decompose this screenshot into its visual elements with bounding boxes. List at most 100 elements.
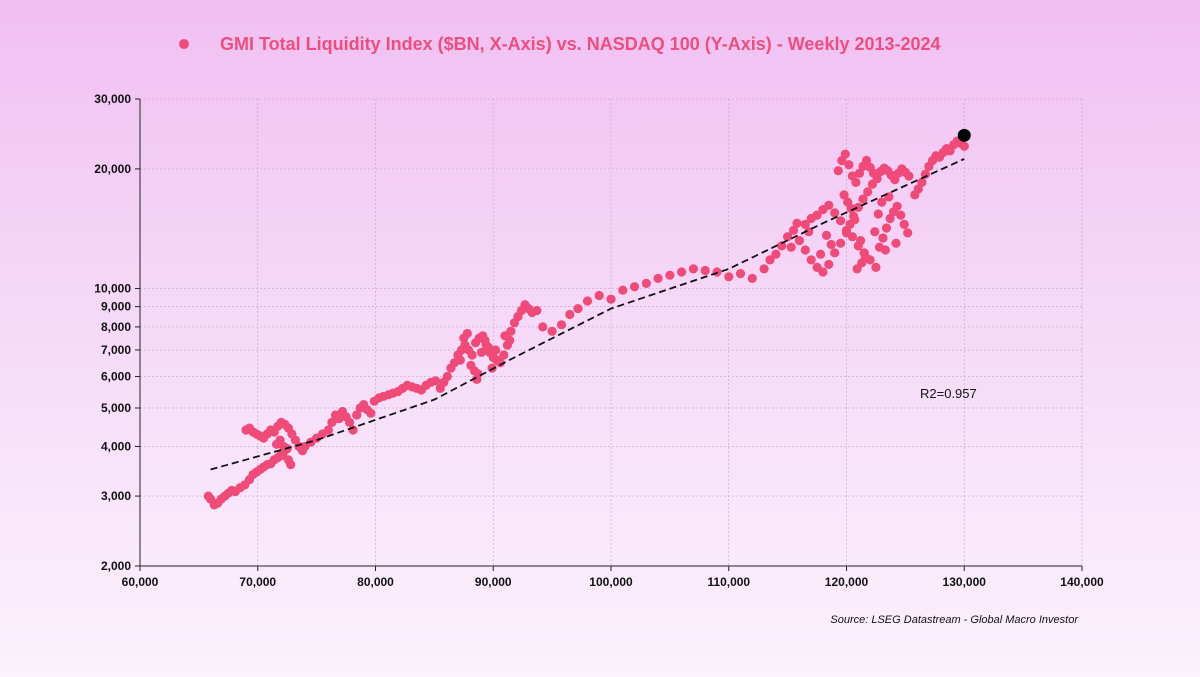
y-tick-label: 3,000 xyxy=(101,489,131,503)
data-point xyxy=(688,264,699,274)
data-point xyxy=(476,347,487,357)
trendline-group xyxy=(210,158,965,471)
data-point xyxy=(881,223,892,233)
data-point xyxy=(788,225,799,235)
x-tick-label: 110,000 xyxy=(707,575,750,589)
data-point xyxy=(491,345,501,355)
data-point xyxy=(505,335,515,345)
data-point xyxy=(480,335,490,345)
data-point xyxy=(565,309,575,320)
data-point xyxy=(431,376,441,386)
chart-legend: GMI Total Liquidity Index ($BN, X-Axis) … xyxy=(179,34,941,54)
data-point xyxy=(851,177,861,187)
data-point xyxy=(771,249,781,259)
data-point xyxy=(345,417,355,427)
data-point xyxy=(812,210,822,220)
data-point xyxy=(853,202,863,212)
data-point xyxy=(286,460,296,470)
data-point xyxy=(334,414,344,424)
data-point xyxy=(892,201,902,211)
legend-marker xyxy=(179,39,189,49)
data-point xyxy=(899,219,909,229)
y-tick-label: 4,000 xyxy=(101,439,131,453)
data-point xyxy=(582,296,593,306)
x-tick-labels: 60,000 70,000 80,000 90,000 100,000 110,000 12… xyxy=(122,575,1104,589)
data-point xyxy=(904,171,914,181)
data-point xyxy=(836,238,846,248)
data-point xyxy=(846,203,856,214)
data-point xyxy=(792,218,802,228)
data-point xyxy=(850,215,860,225)
data-point xyxy=(804,227,814,237)
data-point xyxy=(759,264,769,274)
data-point xyxy=(618,285,628,295)
data-point xyxy=(800,245,810,255)
data-point xyxy=(856,236,866,246)
data-point xyxy=(872,174,882,184)
data-point xyxy=(606,294,616,304)
data-point xyxy=(830,208,840,218)
y-tick-label: 6,000 xyxy=(101,370,131,384)
data-point xyxy=(896,210,906,220)
grid-lines xyxy=(140,98,1083,566)
data-point xyxy=(594,290,604,301)
data-point xyxy=(873,209,883,219)
data-point xyxy=(495,358,505,368)
data-point xyxy=(824,200,834,210)
data-point xyxy=(863,187,873,197)
x-tick-label: 130,000 xyxy=(943,575,987,589)
data-point xyxy=(765,255,775,265)
data-point xyxy=(824,259,834,269)
data-point xyxy=(677,267,687,277)
data-point xyxy=(272,439,282,449)
y-tick-label: 8,000 xyxy=(101,320,131,334)
data-point xyxy=(840,149,850,159)
data-point xyxy=(641,278,651,288)
data-point xyxy=(724,272,734,282)
x-tick-label: 60,000 xyxy=(122,575,159,589)
data-point xyxy=(327,417,337,427)
data-point xyxy=(455,355,465,365)
data-point xyxy=(833,166,843,176)
data-point xyxy=(547,326,557,336)
data-point xyxy=(816,249,826,259)
data-point xyxy=(877,197,887,207)
data-point xyxy=(783,232,793,242)
data-point xyxy=(903,228,913,238)
axes xyxy=(135,98,1083,571)
data-point xyxy=(870,227,880,237)
data-point xyxy=(847,232,858,242)
data-point xyxy=(878,233,888,243)
data-point xyxy=(786,242,796,252)
x-tick-label: 120,000 xyxy=(825,575,869,589)
x-tick-label: 140,000 xyxy=(1060,575,1104,589)
data-point xyxy=(629,282,640,292)
r-squared-annotation: R2=0.957 xyxy=(920,386,977,401)
data-point xyxy=(857,258,867,268)
data-point xyxy=(854,168,865,178)
data-point xyxy=(839,190,849,200)
data-point xyxy=(844,160,854,170)
data-point xyxy=(352,410,362,420)
data-point xyxy=(800,219,810,229)
data-point xyxy=(573,304,583,314)
y-tick-label: 10,000 xyxy=(94,281,131,295)
y-tick-label: 9,000 xyxy=(101,300,131,314)
data-point xyxy=(462,328,472,339)
x-tick-label: 90,000 xyxy=(475,575,512,589)
source-note: Source: LSEG Datastream - Global Macro I… xyxy=(830,614,1079,626)
latest-point-group xyxy=(957,128,971,142)
data-point xyxy=(794,236,805,246)
y-tick-labels: 2,000 3,000 4,000 5,000 6,000 7,000 8,000 9,000… xyxy=(94,92,131,573)
data-point xyxy=(806,255,816,265)
data-point xyxy=(841,225,852,235)
data-point xyxy=(532,305,542,316)
data-point xyxy=(826,239,836,250)
data-point xyxy=(871,262,881,272)
data-point xyxy=(556,320,567,330)
data-point xyxy=(821,230,832,240)
data-point xyxy=(777,241,787,251)
data-point xyxy=(959,141,969,151)
data-point xyxy=(442,371,452,382)
